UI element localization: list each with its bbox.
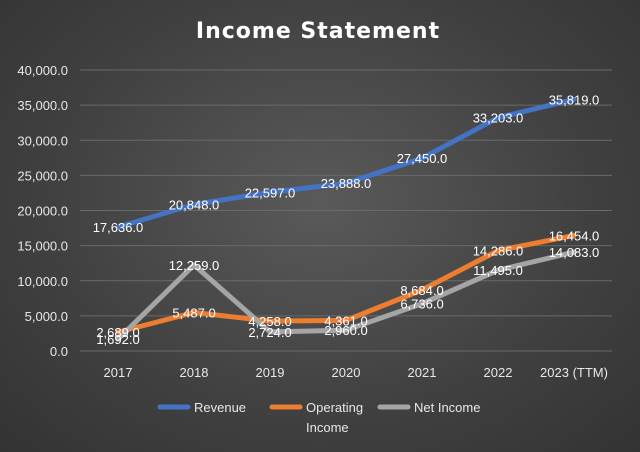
data-label: 5,487.0 [172, 305, 215, 320]
data-label: 14,286.0 [473, 244, 524, 259]
data-point [115, 224, 121, 230]
data-label: 22,597.0 [245, 185, 296, 200]
data-point [191, 309, 197, 315]
data-label: 23,888.0 [321, 176, 372, 191]
x-tick-label: 2017 [104, 365, 133, 380]
y-tick-label: 0.0 [50, 344, 68, 359]
data-label: 1,692.0 [96, 332, 139, 347]
series-lines [115, 96, 577, 342]
data-label: 16,454.0 [549, 228, 600, 243]
data-point [115, 329, 121, 335]
data-label: 14,083.0 [549, 245, 600, 260]
data-label: 4,361.0 [324, 313, 367, 328]
data-point [267, 318, 273, 324]
data-point [419, 301, 425, 307]
y-tick-label: 25,000.0 [17, 168, 68, 183]
y-tick-label: 10,000.0 [17, 274, 68, 289]
gridlines [80, 69, 612, 352]
x-tick-label: 2022 [484, 365, 513, 380]
legend-label: Revenue [194, 400, 246, 415]
y-tick-label: 15,000.0 [17, 239, 68, 254]
data-label: 8,684.0 [400, 283, 443, 298]
data-point [571, 249, 577, 255]
y-tick-label: 30,000.0 [17, 133, 68, 148]
legend: Revenue Operating Income Net Income [157, 400, 480, 435]
data-label: 12,259.0 [169, 258, 220, 273]
x-tick-label: 2023 (TTM) [540, 365, 608, 380]
data-label: 20,848.0 [169, 198, 220, 213]
data-labels: 17,636.0 20,848.0 22,597.0 23,888.0 27,450.0… [93, 92, 600, 347]
y-tick-label: 35,000.0 [17, 98, 68, 113]
x-tick-label: 2021 [408, 365, 437, 380]
data-label: 27,450.0 [397, 151, 448, 166]
y-tick-label: 20,000.0 [17, 204, 68, 219]
data-point [343, 180, 349, 186]
data-label: 17,636.0 [93, 220, 144, 235]
chart-title: Income Statement [196, 19, 440, 44]
data-label: 2,960.0 [324, 323, 367, 338]
data-point [419, 155, 425, 161]
data-point [419, 287, 425, 293]
data-point [571, 96, 577, 102]
data-point [495, 115, 501, 121]
data-point [267, 189, 273, 195]
legend-label: Income [306, 420, 349, 435]
y-tick-label: 40,000.0 [17, 63, 68, 78]
y-tick-label: 5,000.0 [25, 309, 68, 324]
x-axis: 2017 2018 2019 2020 2021 2022 2023 (TTM) [104, 365, 608, 380]
data-label: 35,819.0 [549, 92, 600, 107]
data-label: 11,495.0 [473, 263, 523, 278]
data-point [495, 248, 501, 254]
data-point [343, 317, 349, 323]
data-label: 6,736.0 [400, 297, 443, 312]
x-tick-label: 2019 [256, 365, 285, 380]
data-point [267, 329, 273, 335]
data-label: 33,203.0 [473, 111, 524, 126]
x-tick-label: 2020 [332, 365, 361, 380]
legend-label: Operating [306, 400, 363, 415]
legend-label: Net Income [414, 400, 480, 415]
data-point [191, 202, 197, 208]
data-point [571, 232, 577, 238]
data-point [115, 336, 121, 342]
x-tick-label: 2018 [180, 365, 209, 380]
data-point [495, 267, 501, 273]
data-label: 2,689.0 [96, 325, 139, 340]
data-point [343, 327, 349, 333]
data-label: 4,258.0 [248, 314, 291, 329]
data-point [191, 262, 197, 268]
y-axis: 0.0 5,000.0 10,000.0 15,000.0 20,000.0 25,000… [17, 63, 68, 359]
data-label: 2,724.0 [248, 325, 291, 340]
